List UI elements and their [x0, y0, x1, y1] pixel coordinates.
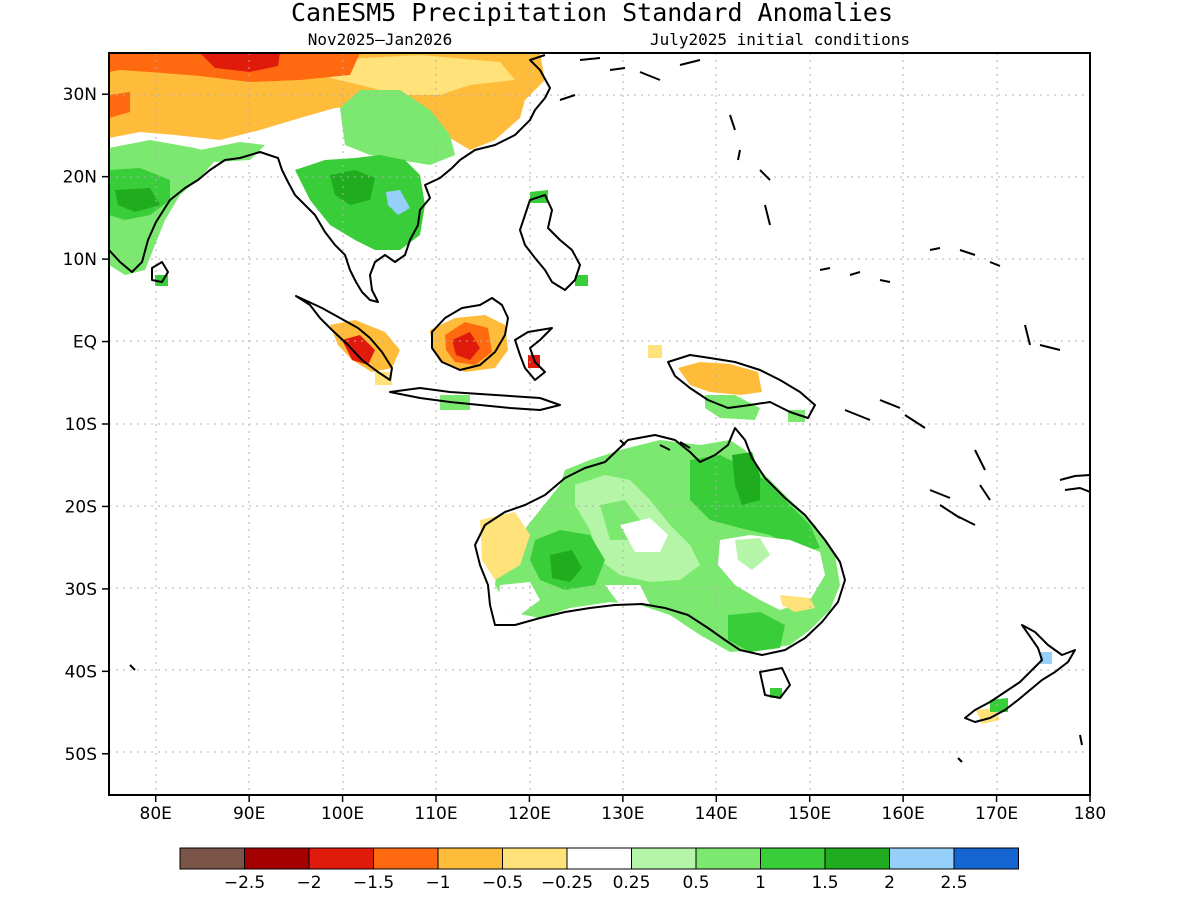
colorbar-label: −1	[425, 873, 450, 893]
initial-conditions-subtitle: July2025 initial conditions	[650, 30, 910, 49]
map-panel	[109, 53, 1090, 795]
colorbar-label: 1	[755, 873, 766, 893]
x-tick-label: 120E	[508, 804, 551, 824]
colorbar-swatch	[437, 847, 503, 870]
colorbar-swatch	[824, 847, 890, 870]
y-tick-label: 10N	[63, 250, 97, 270]
x-tick-label: 130E	[601, 804, 644, 824]
forecast-period-subtitle: Nov2025–Jan2026	[308, 30, 453, 49]
x-tick-label: 170E	[975, 804, 1018, 824]
colorbar-label: 2.5	[940, 873, 967, 893]
colorbar-swatch	[566, 847, 632, 870]
colorbar-swatch	[244, 847, 310, 870]
colorbar-swatch	[373, 847, 439, 870]
colorbar-label: −2.5	[224, 873, 265, 893]
colorbar-swatch	[308, 847, 374, 870]
colorbar-label: 0.25	[613, 873, 651, 893]
coastlines	[109, 54, 1090, 723]
colorbar-label: −1.5	[353, 873, 394, 893]
x-tick-label: 100E	[321, 804, 364, 824]
colorbar-label: 0.5	[682, 873, 709, 893]
y-tick-label: 10S	[65, 415, 97, 435]
x-axis: 80E 90E 100E 110E 120E 130E 140E 150E 160E 170E 18…	[140, 795, 1106, 824]
colorbar-label: 1.5	[811, 873, 838, 893]
graticule	[109, 53, 1090, 795]
x-tick-label: 90E	[233, 804, 265, 824]
x-tick-label: 150E	[788, 804, 831, 824]
colorbar-label: 2	[884, 873, 895, 893]
x-tick-label: 180	[1074, 804, 1106, 824]
y-axis: 30N 20N 10N EQ 10S 20S 30S 40S 50S	[63, 85, 109, 765]
x-tick-label: 140E	[695, 804, 738, 824]
y-tick-label: 20N	[63, 168, 97, 188]
colorbar-swatch	[760, 847, 826, 870]
colorbar-swatch	[502, 847, 568, 870]
pacific-islands	[129, 57, 1083, 763]
colorbar: −2.5 −2 −1.5 −1 −0.5 −0.25 0.25 0.5 1 1.5 2 2.5	[179, 847, 1019, 893]
x-tick-label: 80E	[140, 804, 172, 824]
x-tick-label: 110E	[414, 804, 457, 824]
y-tick-label: 30N	[63, 85, 97, 105]
anomaly-shading	[109, 53, 1052, 724]
y-tick-label: 50S	[65, 745, 97, 765]
colorbar-swatch	[953, 847, 1019, 870]
colorbar-swatch	[631, 847, 697, 870]
colorbar-swatch	[889, 847, 955, 870]
x-tick-label: 160E	[882, 804, 925, 824]
y-tick-label: 30S	[65, 580, 97, 600]
y-tick-label: EQ	[73, 333, 97, 353]
colorbar-swatch	[695, 847, 761, 870]
colorbar-swatch	[179, 847, 245, 870]
colorbar-label: −0.5	[482, 873, 523, 893]
y-tick-label: 20S	[65, 497, 97, 517]
y-tick-label: 40S	[65, 662, 97, 682]
colorbar-label: −2	[296, 873, 321, 893]
figure-title: CanESM5 Precipitation Standard Anomalies	[291, 0, 893, 27]
colorbar-label: −0.25	[541, 873, 593, 893]
